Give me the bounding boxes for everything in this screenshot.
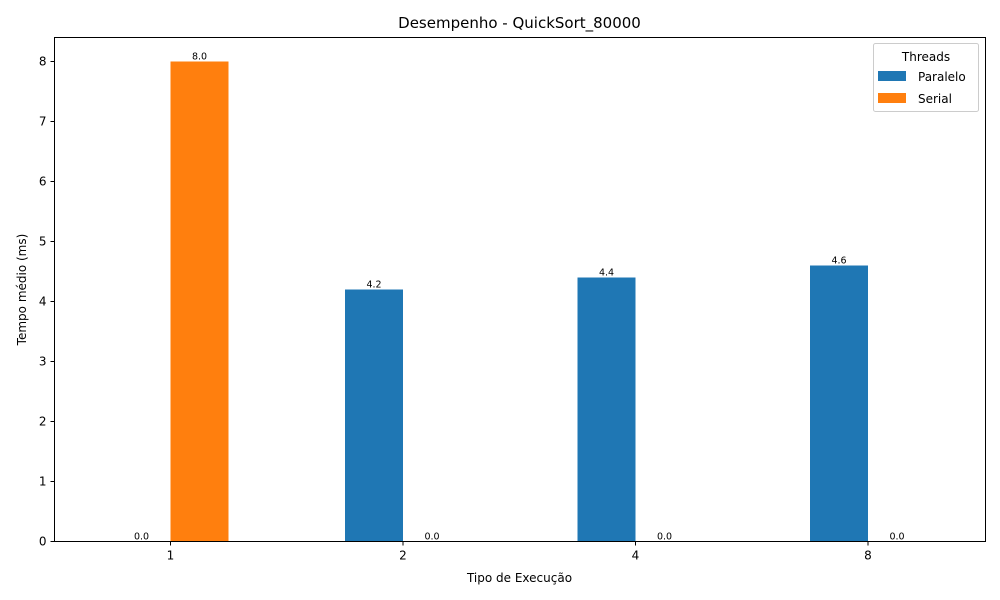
plot-frame bbox=[54, 37, 986, 542]
x-tick-label: 4 bbox=[632, 549, 640, 563]
data-label: 4.6 bbox=[831, 256, 846, 267]
y-tick-label: 6 bbox=[39, 175, 47, 189]
y-tick-label: 0 bbox=[39, 535, 47, 549]
y-tick-label: 2 bbox=[39, 415, 47, 429]
x-tick-label: 2 bbox=[399, 549, 407, 563]
chart-title: Desempenho - QuickSort_80000 bbox=[398, 14, 641, 33]
legend-title: Threads bbox=[901, 50, 950, 64]
y-tick-label: 4 bbox=[39, 295, 47, 309]
data-label: 0.0 bbox=[134, 532, 149, 543]
legend-label-paralelo: Paralelo bbox=[918, 70, 966, 84]
data-label: 4.2 bbox=[366, 280, 381, 291]
y-tick-label: 1 bbox=[39, 475, 47, 489]
data-label: 4.4 bbox=[599, 268, 614, 279]
y-tick-label: 3 bbox=[39, 355, 47, 369]
data-label: 0.0 bbox=[657, 532, 672, 543]
bar-paralelo-2 bbox=[345, 289, 403, 542]
y-axis-title: Tempo médio (ms) bbox=[15, 234, 29, 347]
y-tick-label: 5 bbox=[39, 235, 47, 249]
data-label: 0.0 bbox=[889, 532, 904, 543]
legend: Threads Paralelo Serial bbox=[873, 43, 979, 112]
plot-area: 0 1 2 3 4 5 6 7 8 1 2 4 8 0.0 4.2 4.4 4.6 8.0 0.0 0.0 0.0 bbox=[39, 52, 905, 563]
y-tick-label: 7 bbox=[39, 115, 47, 129]
x-tick-label: 1 bbox=[167, 549, 175, 563]
x-axis-title: Tipo de Execução bbox=[466, 571, 572, 585]
bar-serial-1 bbox=[170, 61, 229, 542]
legend-label-serial: Serial bbox=[918, 92, 952, 106]
bar-paralelo-4 bbox=[577, 277, 636, 542]
x-tick-label: 8 bbox=[864, 549, 872, 563]
data-label: 0.0 bbox=[424, 532, 439, 543]
data-label: 8.0 bbox=[192, 52, 207, 63]
legend-swatch-paralelo bbox=[878, 71, 906, 81]
bar-paralelo-8 bbox=[810, 265, 868, 542]
y-tick-label: 8 bbox=[39, 55, 47, 69]
legend-swatch-serial bbox=[878, 93, 906, 103]
